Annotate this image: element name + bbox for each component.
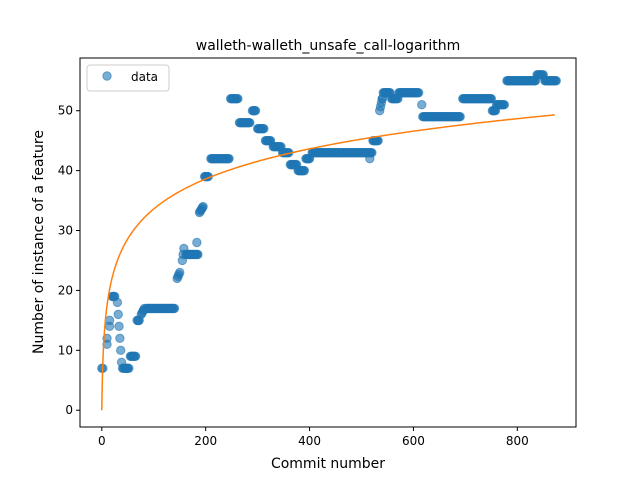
data-point xyxy=(113,309,123,320)
y-tick-label: 20 xyxy=(58,283,73,297)
data-point xyxy=(175,267,185,278)
data-point xyxy=(377,94,387,104)
y-axis-label: Number of instance of a feature xyxy=(31,130,47,354)
x-tick-label: 0 xyxy=(98,434,106,448)
y-tick-label: 40 xyxy=(58,164,73,178)
data-point xyxy=(169,303,180,314)
data-point xyxy=(551,76,561,86)
data-point xyxy=(192,237,202,248)
x-tick-label: 600 xyxy=(402,434,425,448)
data-point xyxy=(233,94,243,104)
data-point xyxy=(486,94,497,104)
axis-ticks: 0 200 400 600 800 0 10 20 30 40 50 xyxy=(58,104,529,448)
data-point xyxy=(259,123,269,134)
data-point xyxy=(112,297,123,308)
data-point xyxy=(373,135,383,146)
x-axis-label: Commit number xyxy=(271,456,385,472)
x-tick-label: 400 xyxy=(298,434,321,448)
data-point xyxy=(224,153,234,164)
data-point xyxy=(245,117,255,128)
x-tick-label: 800 xyxy=(506,434,529,448)
y-tick-label: 30 xyxy=(58,224,73,238)
legend: data xyxy=(86,64,170,92)
data-point xyxy=(198,201,208,212)
chart-title: walleth-walleth_unsafe_call-logarithm xyxy=(196,38,460,54)
data-point xyxy=(417,100,427,110)
data-point xyxy=(115,333,125,344)
x-tick-label: 200 xyxy=(194,434,217,448)
data-point xyxy=(114,321,124,332)
data-point xyxy=(413,88,424,98)
data-point xyxy=(250,106,261,116)
data-point xyxy=(116,345,126,356)
data-point xyxy=(102,333,112,344)
y-tick-label: 10 xyxy=(58,343,73,357)
data-point xyxy=(193,249,203,260)
plot-frame xyxy=(79,57,577,428)
plot-area xyxy=(97,70,561,411)
data-point xyxy=(130,351,141,362)
fit-line xyxy=(101,114,555,411)
y-tick-label: 50 xyxy=(58,104,73,118)
data-point xyxy=(499,100,510,110)
data-point xyxy=(104,315,115,326)
data-point xyxy=(299,165,310,176)
legend-marker xyxy=(102,71,112,81)
data-point xyxy=(124,363,134,373)
data-point xyxy=(365,153,375,164)
y-tick-label: 0 xyxy=(65,403,73,417)
data-point xyxy=(455,112,465,122)
legend-label-data: data xyxy=(131,70,158,84)
